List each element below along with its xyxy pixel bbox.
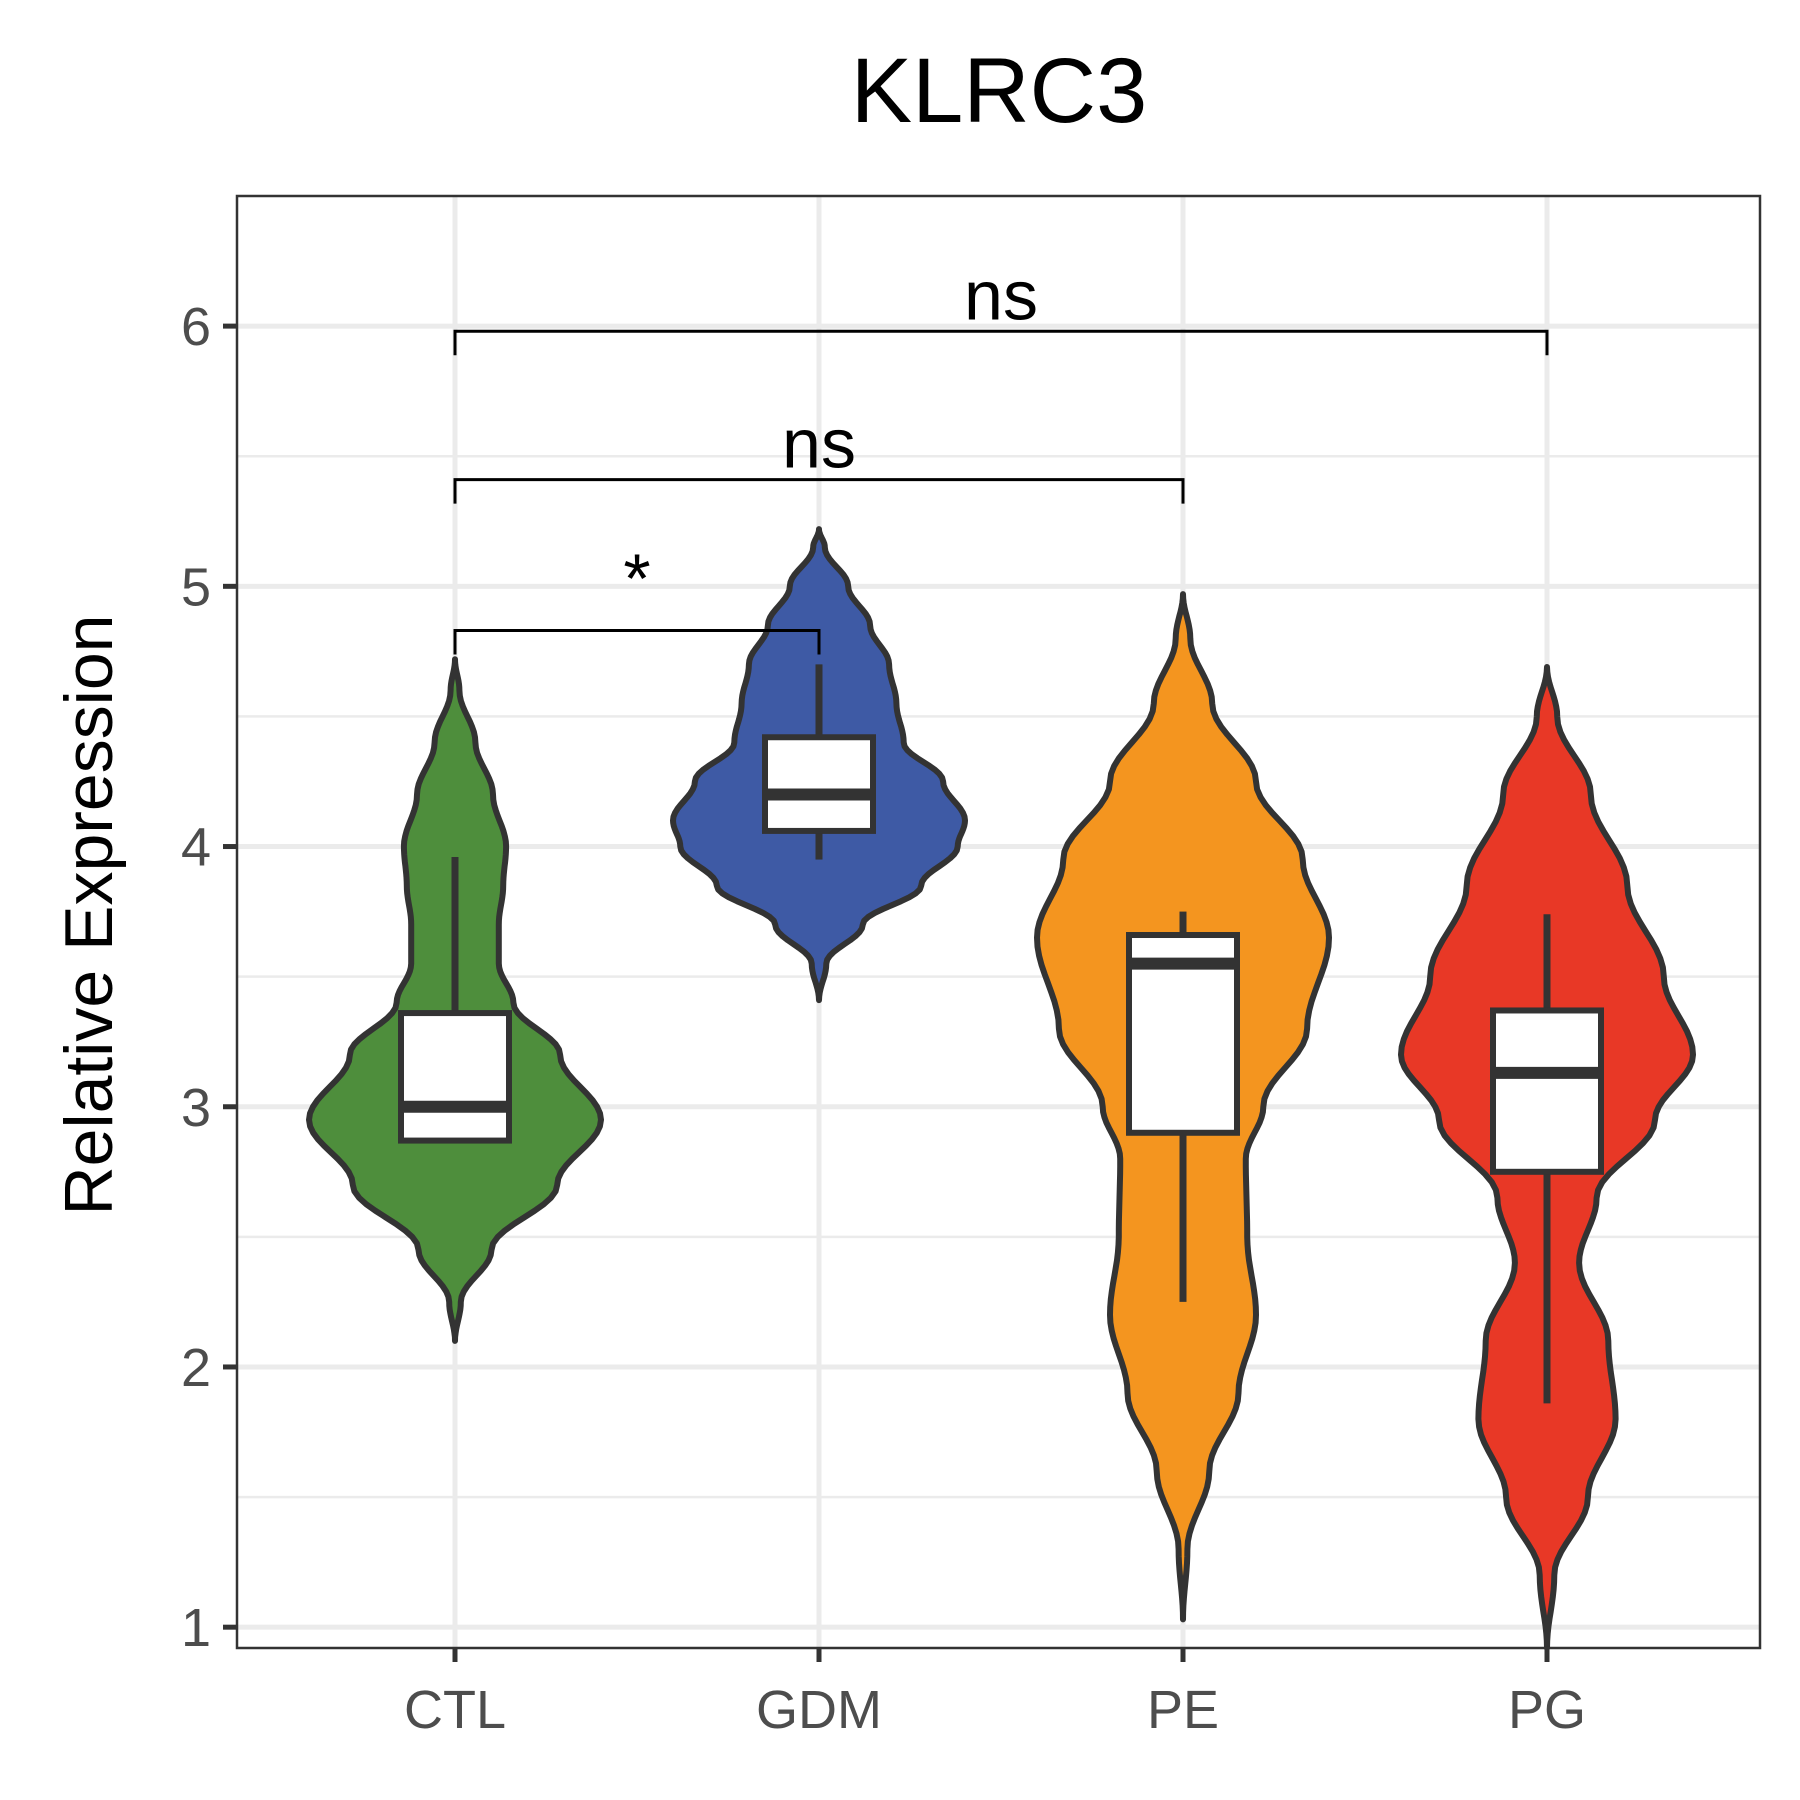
- y-tick-label: 6: [181, 297, 211, 357]
- boxplots: [398, 664, 1604, 1404]
- x-tick-label: CTL: [404, 1680, 506, 1740]
- y-tick-label: 3: [181, 1078, 211, 1138]
- y-tick-label: 1: [181, 1598, 211, 1658]
- significance-bracket: [453, 329, 1549, 356]
- x-tick-label: PE: [1147, 1680, 1219, 1740]
- box-ctl: [398, 1010, 512, 1144]
- box-pg: [1490, 1007, 1604, 1175]
- x-tick-label: GDM: [756, 1680, 882, 1740]
- significance-label: ns: [964, 256, 1038, 334]
- significance-bracket: [453, 629, 821, 655]
- x-tick-label: PG: [1508, 1680, 1586, 1740]
- significance-brackets: * ns ns: [453, 256, 1549, 655]
- plot-panel-border: [235, 194, 1762, 1650]
- y-tick-label: 4: [181, 818, 211, 878]
- chart-title: KLRC3: [851, 40, 1148, 142]
- y-axis-title-text: Relative Expression: [51, 615, 127, 1216]
- significance-label: ns: [782, 405, 856, 483]
- y-tick-label: 5: [181, 557, 211, 617]
- box-gdm: [762, 734, 876, 834]
- significance-label: *: [623, 540, 650, 618]
- axes: 1 2 3 4 5 6 CTL GDM PE PG: [181, 297, 1586, 1740]
- significance-bracket: [453, 478, 1185, 504]
- y-tick-label: 2: [181, 1338, 211, 1398]
- y-axis-title: Relative Expression: [51, 615, 127, 1216]
